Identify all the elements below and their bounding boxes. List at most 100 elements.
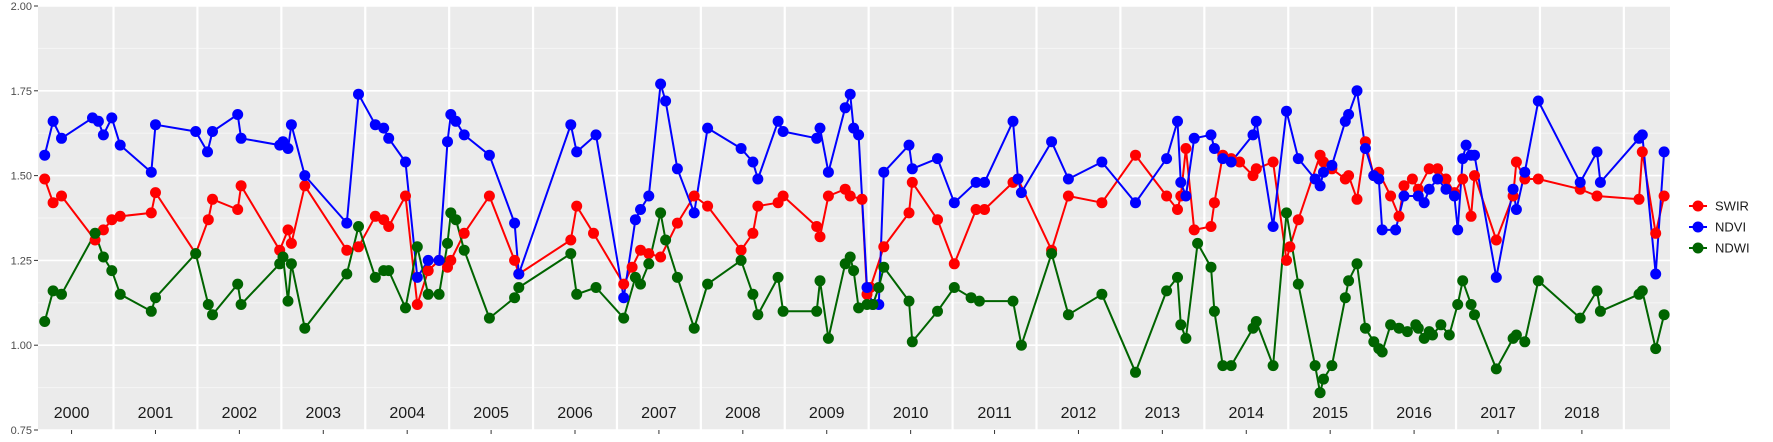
data-point-swir (282, 224, 294, 236)
data-point-ndwi (590, 282, 602, 293)
year-label: 2010 (893, 405, 929, 422)
data-point-ndwi (353, 221, 364, 232)
data-point-ndvi (92, 115, 104, 127)
data-point-ndvi (688, 207, 700, 219)
data-point-ndvi (777, 126, 789, 137)
data-point-ndvi (1281, 105, 1292, 117)
data-point-swir (588, 227, 599, 239)
data-point-ndvi (207, 126, 218, 137)
data-point-ndwi (433, 288, 445, 300)
data-point-ndvi (1343, 109, 1355, 120)
data-point-ndwi (688, 322, 700, 334)
data-point-ndvi (1432, 173, 1444, 185)
data-point-swir (232, 204, 244, 215)
data-point-swir (702, 200, 714, 212)
legend-key-marker (1692, 242, 1704, 254)
data-point-swir (1465, 210, 1477, 222)
year-labels: 2000 2001 2002 2003 2004 2005 2006 2007 2008 2009… (54, 405, 1600, 422)
data-point-swir (811, 221, 823, 232)
data-point-ndwi (1412, 322, 1424, 334)
data-point-ndvi (1448, 190, 1460, 202)
data-point-ndvi (671, 163, 683, 175)
data-point-swir (445, 254, 457, 266)
data-point-swir (1234, 156, 1246, 168)
data-point-swir (1292, 214, 1304, 226)
data-point-swir (1423, 163, 1435, 175)
year-label: 2004 (389, 405, 425, 422)
data-point-ndwi (1318, 373, 1329, 385)
data-point-ndvi (1172, 115, 1183, 127)
legend-label-ndwi: NDWI (1715, 241, 1750, 256)
data-point-ndvi (483, 149, 495, 161)
data-point-swir (1172, 204, 1183, 215)
data-point-ndvi (1650, 268, 1662, 280)
data-point-ndwi (1574, 312, 1586, 324)
data-point-ndvi (1490, 271, 1502, 283)
data-point-ndvi (1205, 129, 1217, 141)
data-point-swir (207, 193, 218, 205)
data-point-ndvi (1359, 143, 1371, 154)
data-point-swir (948, 258, 960, 270)
data-point-ndvi (369, 119, 381, 131)
data-point-swir (353, 241, 364, 253)
year-label: 2008 (725, 405, 761, 422)
data-point-swir (777, 190, 789, 202)
data-point-ndvi (906, 163, 918, 175)
data-point-swir (1343, 170, 1355, 182)
data-point-ndvi (853, 129, 865, 141)
data-point-swir (202, 214, 214, 226)
data-point-ndwi (1650, 343, 1662, 355)
legend-key-marker (1692, 221, 1704, 233)
data-point-ndvi (948, 197, 960, 209)
data-point-ndvi (150, 119, 161, 131)
data-point-ndvi (1351, 85, 1363, 97)
data-point-ndwi (1393, 322, 1405, 334)
data-point-ndvi (56, 132, 67, 144)
y-axis: 0.75 1.00 1.25 1.50 1.75 2.00 (11, 1, 38, 437)
year-label: 2018 (1564, 405, 1600, 422)
data-point-swir (1351, 193, 1363, 205)
data-point-ndvi (1007, 115, 1019, 127)
data-point-ndvi (378, 122, 390, 134)
data-point-ndwi (1469, 309, 1480, 321)
data-point-ndwi (411, 241, 423, 253)
data-point-ndvi (1046, 136, 1058, 148)
data-point-ndwi (635, 278, 646, 290)
data-point-swir (671, 217, 683, 229)
data-point-ndwi (1130, 366, 1141, 378)
data-point-ndvi (643, 190, 655, 202)
data-point-swir (856, 193, 868, 205)
data-point-ndvi (1658, 146, 1670, 158)
data-point-ndvi (1532, 95, 1544, 107)
data-point-swir (906, 176, 918, 188)
data-point-ndwi (1046, 248, 1058, 260)
data-point-ndvi (844, 88, 856, 100)
data-point-ndvi (822, 166, 834, 178)
data-point-ndwi (285, 258, 297, 270)
legend-key-marker (1692, 200, 1704, 212)
data-point-ndwi (1205, 261, 1217, 273)
data-point-ndwi (1267, 360, 1279, 372)
data-point-ndwi (383, 265, 395, 277)
data-point-swir (822, 190, 834, 202)
data-point-swir (1385, 190, 1397, 202)
data-point-ndwi (369, 271, 381, 283)
data-point-swir (1284, 241, 1296, 253)
y-tick-label: 1.75 (11, 86, 32, 98)
data-point-swir (1281, 254, 1292, 266)
year-label: 2017 (1480, 405, 1516, 422)
year-label: 2006 (557, 405, 593, 422)
data-point-ndwi (965, 292, 977, 304)
data-point-ndvi (422, 254, 434, 266)
data-point-ndvi (1015, 187, 1027, 199)
data-point-ndwi (1359, 322, 1371, 334)
data-point-ndvi (114, 139, 126, 151)
year-label: 2012 (1061, 405, 1097, 422)
data-point-ndvi (145, 166, 157, 178)
data-point-swir (814, 231, 826, 243)
data-point-ndvi (450, 115, 462, 127)
data-point-ndwi (483, 312, 495, 324)
data-point-ndvi (660, 95, 672, 107)
data-point-ndvi (1636, 129, 1648, 141)
data-point-ndwi (513, 282, 525, 293)
